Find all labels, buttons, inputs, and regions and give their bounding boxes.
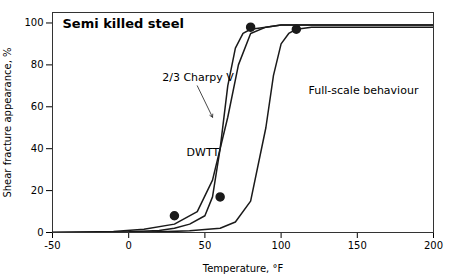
- svg-text:200: 200: [424, 240, 443, 251]
- svg-text:150: 150: [348, 240, 367, 251]
- svg-text:0: 0: [126, 240, 132, 251]
- svg-text:Full-scale behaviour: Full-scale behaviour: [309, 84, 419, 97]
- svg-text:Temperature, °F: Temperature, °F: [202, 263, 284, 274]
- svg-text:-50: -50: [44, 240, 60, 251]
- svg-text:100: 100: [272, 240, 291, 251]
- svg-text:40: 40: [31, 143, 44, 154]
- svg-text:Shear fracture appearance, %: Shear fracture appearance, %: [2, 47, 13, 197]
- svg-text:80: 80: [31, 59, 44, 70]
- svg-text:100: 100: [24, 17, 43, 28]
- svg-text:0: 0: [37, 227, 43, 238]
- svg-text:2/3 Charpy V: 2/3 Charpy V: [162, 71, 234, 84]
- svg-text:Semi killed steel: Semi killed steel: [63, 16, 184, 31]
- svg-text:DWTT: DWTT: [187, 146, 220, 159]
- svg-text:20: 20: [31, 185, 44, 196]
- svg-text:50: 50: [199, 240, 212, 251]
- svg-text:60: 60: [31, 101, 44, 112]
